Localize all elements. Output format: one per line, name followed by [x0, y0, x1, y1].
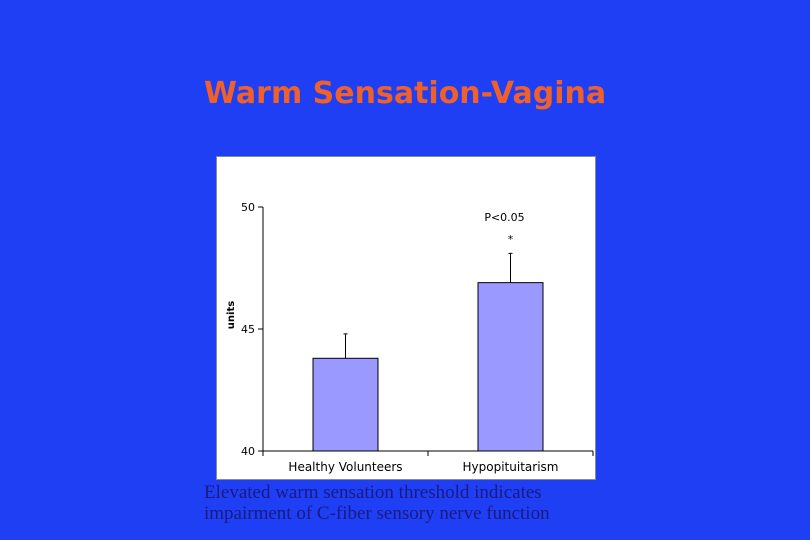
slide-title: Warm Sensation-Vagina [203, 76, 607, 111]
x-category-label: Healthy Volunteers [288, 460, 402, 474]
caption-line-2: impairment of C-fiber sensory nerve func… [204, 503, 550, 524]
significance-marker: * [508, 233, 514, 246]
y-axis-label: units [226, 301, 237, 329]
x-category-label: Hypopituitarism [463, 460, 559, 474]
y-tick-label: 50 [241, 201, 255, 214]
chart-canvas: 40 45 50 units Healthy Volunteers Hypopituita… [226, 201, 594, 474]
bar-1 [312, 357, 379, 452]
caption: Elevated warm sensation threshold indica… [204, 482, 624, 524]
bar-chart: 40 45 50 units Healthy Volunteers Hypopituita… [216, 156, 596, 480]
p-value-annotation: P<0.05 [484, 211, 524, 224]
y-tick-label: 45 [241, 323, 255, 336]
bar-2 [477, 282, 544, 452]
y-tick-label: 40 [241, 445, 255, 458]
caption-line-1: Elevated warm sensation threshold indica… [204, 482, 542, 503]
